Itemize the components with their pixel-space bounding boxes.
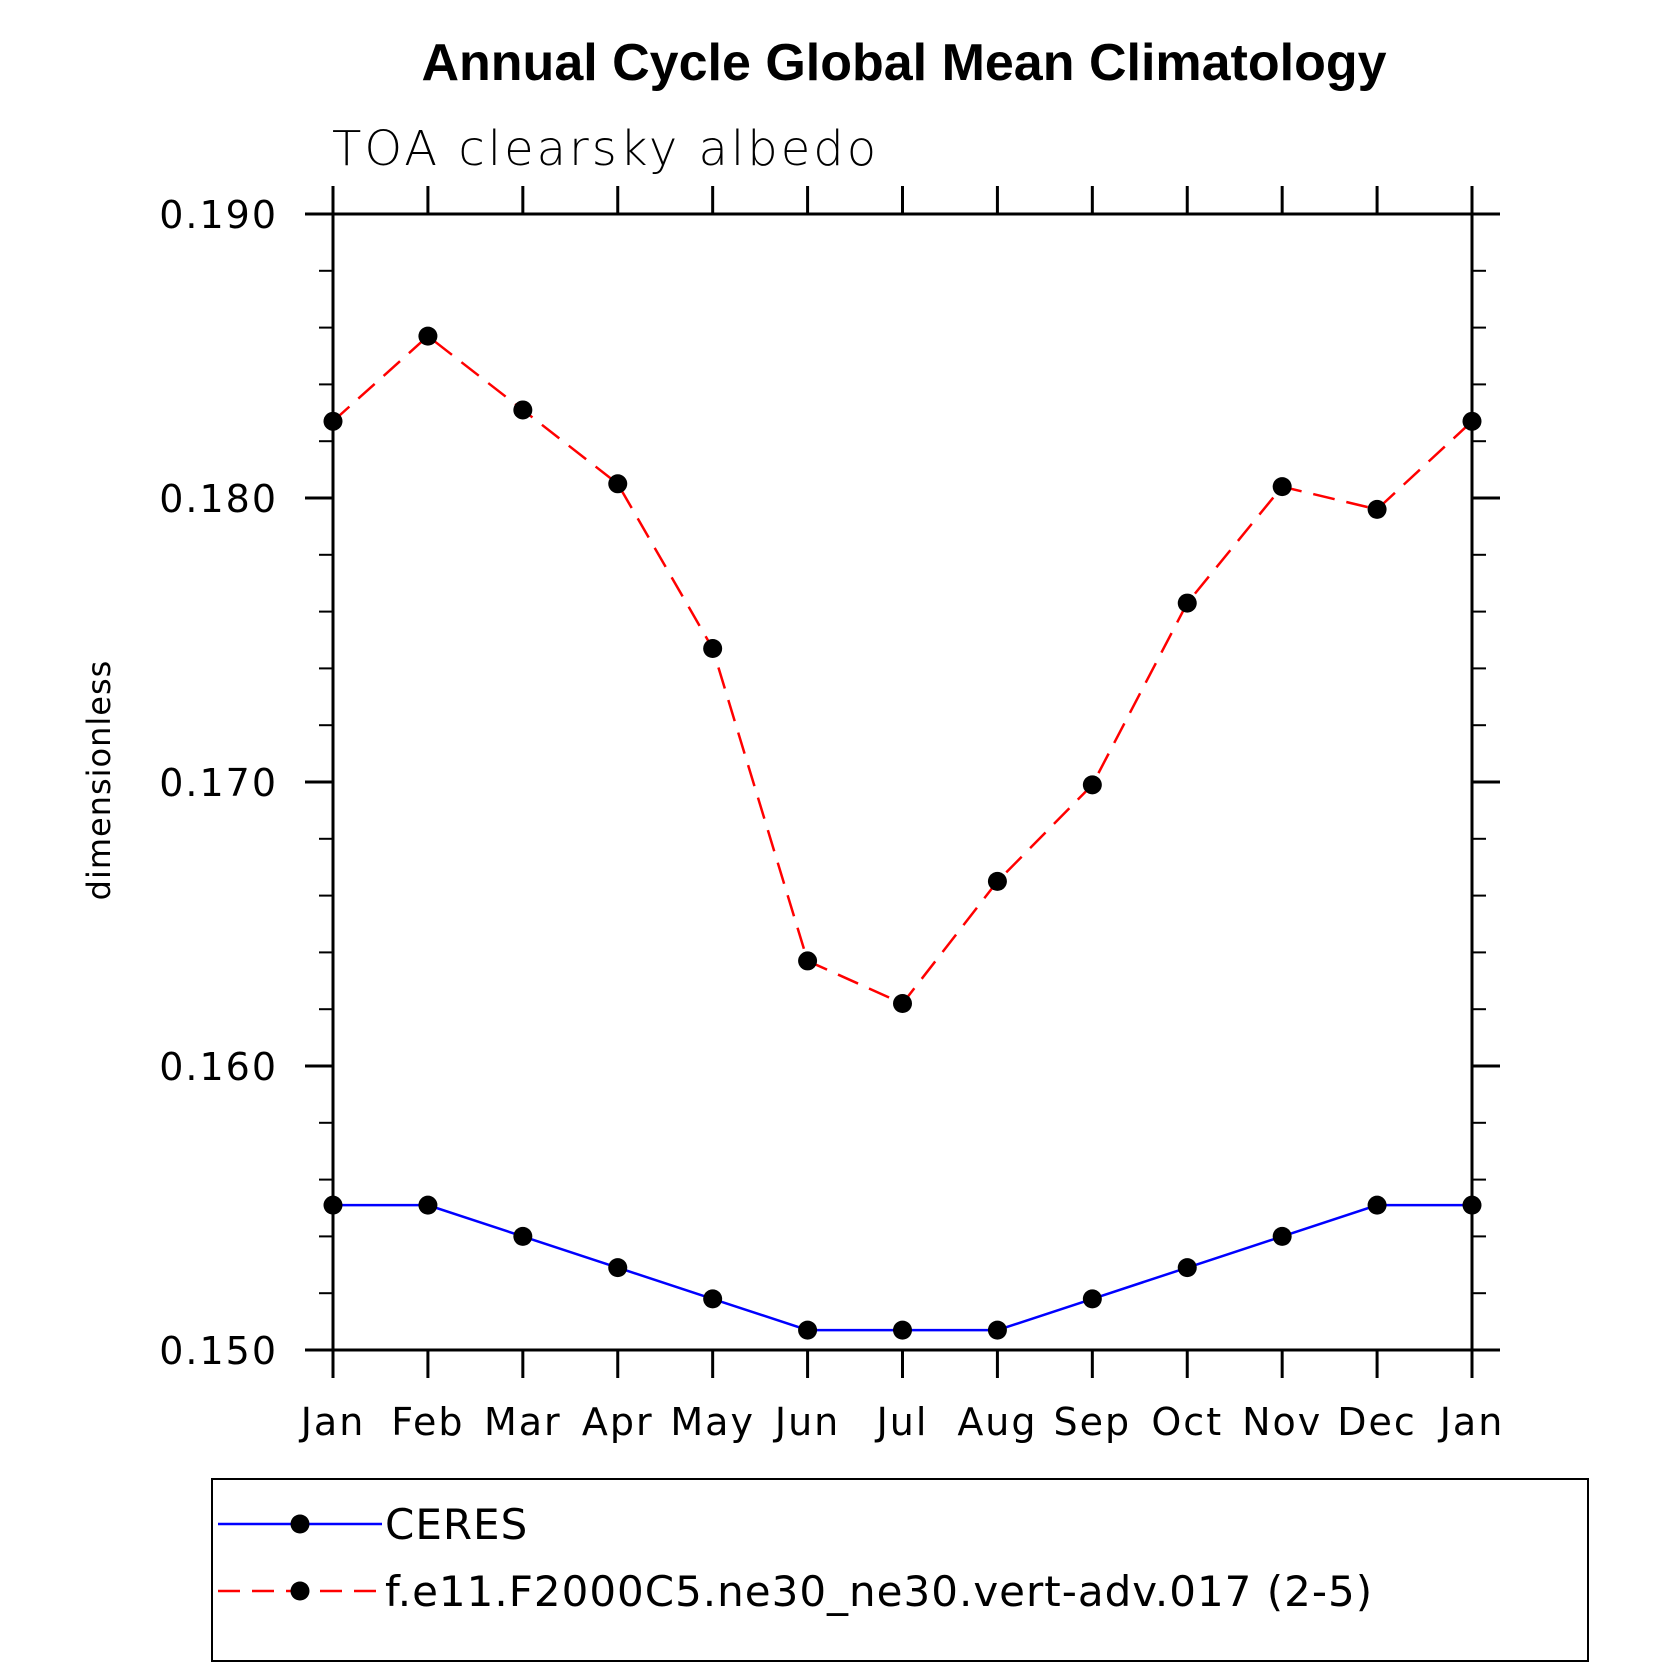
data-point bbox=[987, 871, 1007, 891]
data-point bbox=[323, 1195, 343, 1215]
data-point bbox=[798, 951, 818, 971]
data-point bbox=[1367, 1195, 1387, 1215]
data-point bbox=[798, 1320, 818, 1340]
data-point bbox=[608, 1258, 628, 1278]
data-point bbox=[1177, 1258, 1197, 1278]
series-1 bbox=[323, 326, 1482, 1014]
legend-entry-0: CERES bbox=[218, 1500, 528, 1549]
x-tick-label: May bbox=[670, 1400, 755, 1444]
x-tick-label: Jun bbox=[773, 1400, 840, 1444]
series-line bbox=[332, 334, 1473, 1006]
x-tick-label: Sep bbox=[1054, 1400, 1132, 1444]
data-point bbox=[1462, 1195, 1482, 1215]
data-point bbox=[1082, 1289, 1102, 1309]
series-line bbox=[333, 1203, 1472, 1332]
data-point bbox=[1272, 1226, 1292, 1246]
data-point bbox=[1177, 593, 1197, 613]
data-point bbox=[418, 326, 438, 346]
data-point bbox=[703, 639, 723, 659]
legend-label: CERES bbox=[385, 1500, 528, 1549]
y-tick-label: 0.180 bbox=[159, 477, 278, 521]
data-point bbox=[323, 411, 343, 431]
x-tick-label: Dec bbox=[1337, 1400, 1417, 1444]
x-tick-label: Aug bbox=[957, 1400, 1037, 1444]
y-tick-label: 0.190 bbox=[159, 193, 278, 237]
data-point bbox=[893, 1320, 912, 1340]
chart-title: Annual Cycle Global Mean Climatology bbox=[421, 34, 1386, 92]
y-axis-ticks: 0.150 0.160 0.170 0.180 0.190 bbox=[159, 193, 1500, 1373]
data-point bbox=[703, 1289, 723, 1309]
y-tick-label: 0.160 bbox=[159, 1045, 278, 1089]
data-point bbox=[513, 400, 533, 420]
x-tick-label: Mar bbox=[484, 1400, 562, 1444]
x-tick-label: Jan bbox=[1438, 1400, 1505, 1444]
data-point bbox=[893, 994, 912, 1014]
data-point bbox=[608, 474, 628, 494]
y-tick-label: 0.150 bbox=[159, 1329, 278, 1373]
x-tick-label: Jul bbox=[875, 1400, 929, 1444]
data-point bbox=[418, 1195, 438, 1215]
data-point bbox=[1272, 477, 1292, 497]
series-layer bbox=[323, 326, 1482, 1340]
x-tick-label: Oct bbox=[1151, 1400, 1223, 1444]
data-point bbox=[1367, 499, 1387, 519]
y-tick-label: 0.170 bbox=[159, 761, 278, 805]
data-point bbox=[513, 1226, 533, 1246]
legend: CERES f.e11.F2000C5.ne30_ne30.vert-adv.01… bbox=[211, 1478, 1589, 1662]
series-0 bbox=[323, 1195, 1482, 1340]
legend-marker bbox=[290, 1581, 310, 1601]
x-tick-label: Nov bbox=[1242, 1400, 1322, 1444]
y-axis-label: dimensionless bbox=[80, 660, 118, 901]
data-point bbox=[1462, 411, 1482, 431]
x-tick-label: Apr bbox=[582, 1400, 654, 1444]
x-tick-label: Jan bbox=[299, 1400, 366, 1444]
plot-frame bbox=[331, 212, 1474, 1352]
chart-subtitle: TOA clearsky albedo bbox=[332, 121, 879, 177]
legend-label: f.e11.F2000C5.ne30_ne30.vert-adv.017 (2-… bbox=[385, 1567, 1373, 1616]
legend-entry-1: f.e11.F2000C5.ne30_ne30.vert-adv.017 (2-… bbox=[218, 1567, 1373, 1616]
x-axis-ticks: Jan Feb Mar Apr May Jun Jul Aug Sep Oct Nov Dec Jan bbox=[299, 186, 1505, 1444]
data-point bbox=[1082, 775, 1102, 795]
data-point bbox=[987, 1320, 1007, 1340]
x-tick-label: Feb bbox=[391, 1400, 464, 1444]
legend-entries: CERES f.e11.F2000C5.ne30_ne30.vert-adv.01… bbox=[218, 1500, 1373, 1616]
legend-marker bbox=[290, 1514, 310, 1534]
legend-box bbox=[211, 1478, 1589, 1662]
